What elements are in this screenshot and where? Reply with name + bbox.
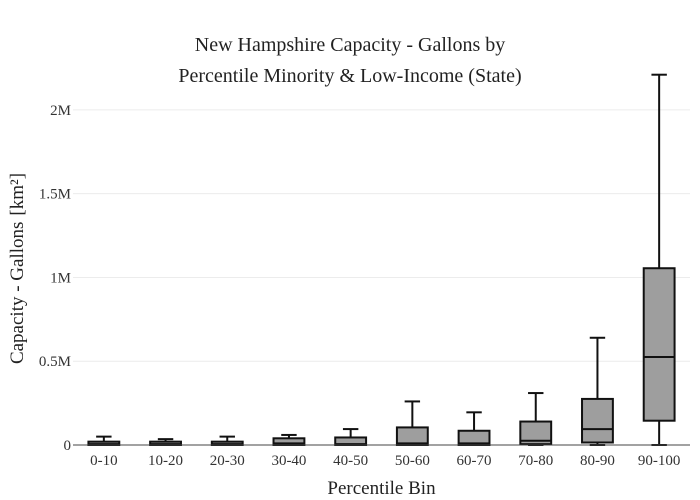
y-axis-title-text: Capacity - Gallons — [7, 222, 28, 364]
box-10-20 — [149, 438, 182, 447]
x-axis-title: Percentile Bin — [327, 478, 436, 499]
iqr-box — [581, 397, 614, 444]
box-series — [87, 73, 676, 447]
box-50-60 — [395, 400, 429, 447]
box-20-30 — [210, 435, 244, 447]
iqr-box — [519, 420, 553, 446]
x-tick-label: 60-70 — [457, 453, 492, 469]
chart-title-line-1: New Hampshire Capacity - Gallons by — [194, 34, 506, 56]
box-30-40 — [272, 433, 306, 447]
y-tick-label: 2M — [50, 103, 71, 119]
y-tick-label: 0.5M — [39, 354, 71, 370]
box-90-100 — [642, 73, 676, 446]
y-axis-title: Capacity - Gallons [km²] — [7, 173, 28, 364]
chart-title-line-2: Percentile Minority & Low-Income (State) — [178, 65, 522, 87]
y-gridlines — [73, 109, 690, 362]
iqr-box — [642, 267, 676, 422]
x-tick-label: 80-90 — [580, 453, 615, 469]
x-tick-label: 70-80 — [518, 453, 553, 469]
x-tick-label: 50-60 — [395, 453, 430, 469]
box-70-80 — [519, 392, 553, 446]
y-axis-ticks: 0 0.5M 1M 1.5M 2M — [39, 103, 71, 454]
x-tick-label: 40-50 — [333, 453, 368, 469]
x-tick-label: 0-10 — [90, 453, 118, 469]
box-60-70 — [457, 411, 491, 447]
x-tick-label: 10-20 — [148, 453, 183, 469]
y-axis-title-unit: [km²] — [7, 173, 28, 216]
box-0-10 — [87, 435, 121, 447]
x-axis-ticks: 0-10 10-20 20-30 30-40 40-50 50-60 60-70 70-80 8… — [90, 453, 680, 469]
x-tick-label: 90-100 — [638, 453, 681, 469]
chart-title: New Hampshire Capacity - Gallons by Perc… — [0, 30, 700, 92]
box-40-50 — [334, 428, 368, 446]
y-tick-label: 0 — [64, 438, 72, 454]
y-tick-label: 1.5M — [39, 187, 71, 203]
x-tick-label: 20-30 — [210, 453, 245, 469]
y-tick-label: 1M — [50, 270, 71, 286]
x-tick-label: 30-40 — [271, 453, 306, 469]
box-80-90 — [581, 336, 614, 446]
